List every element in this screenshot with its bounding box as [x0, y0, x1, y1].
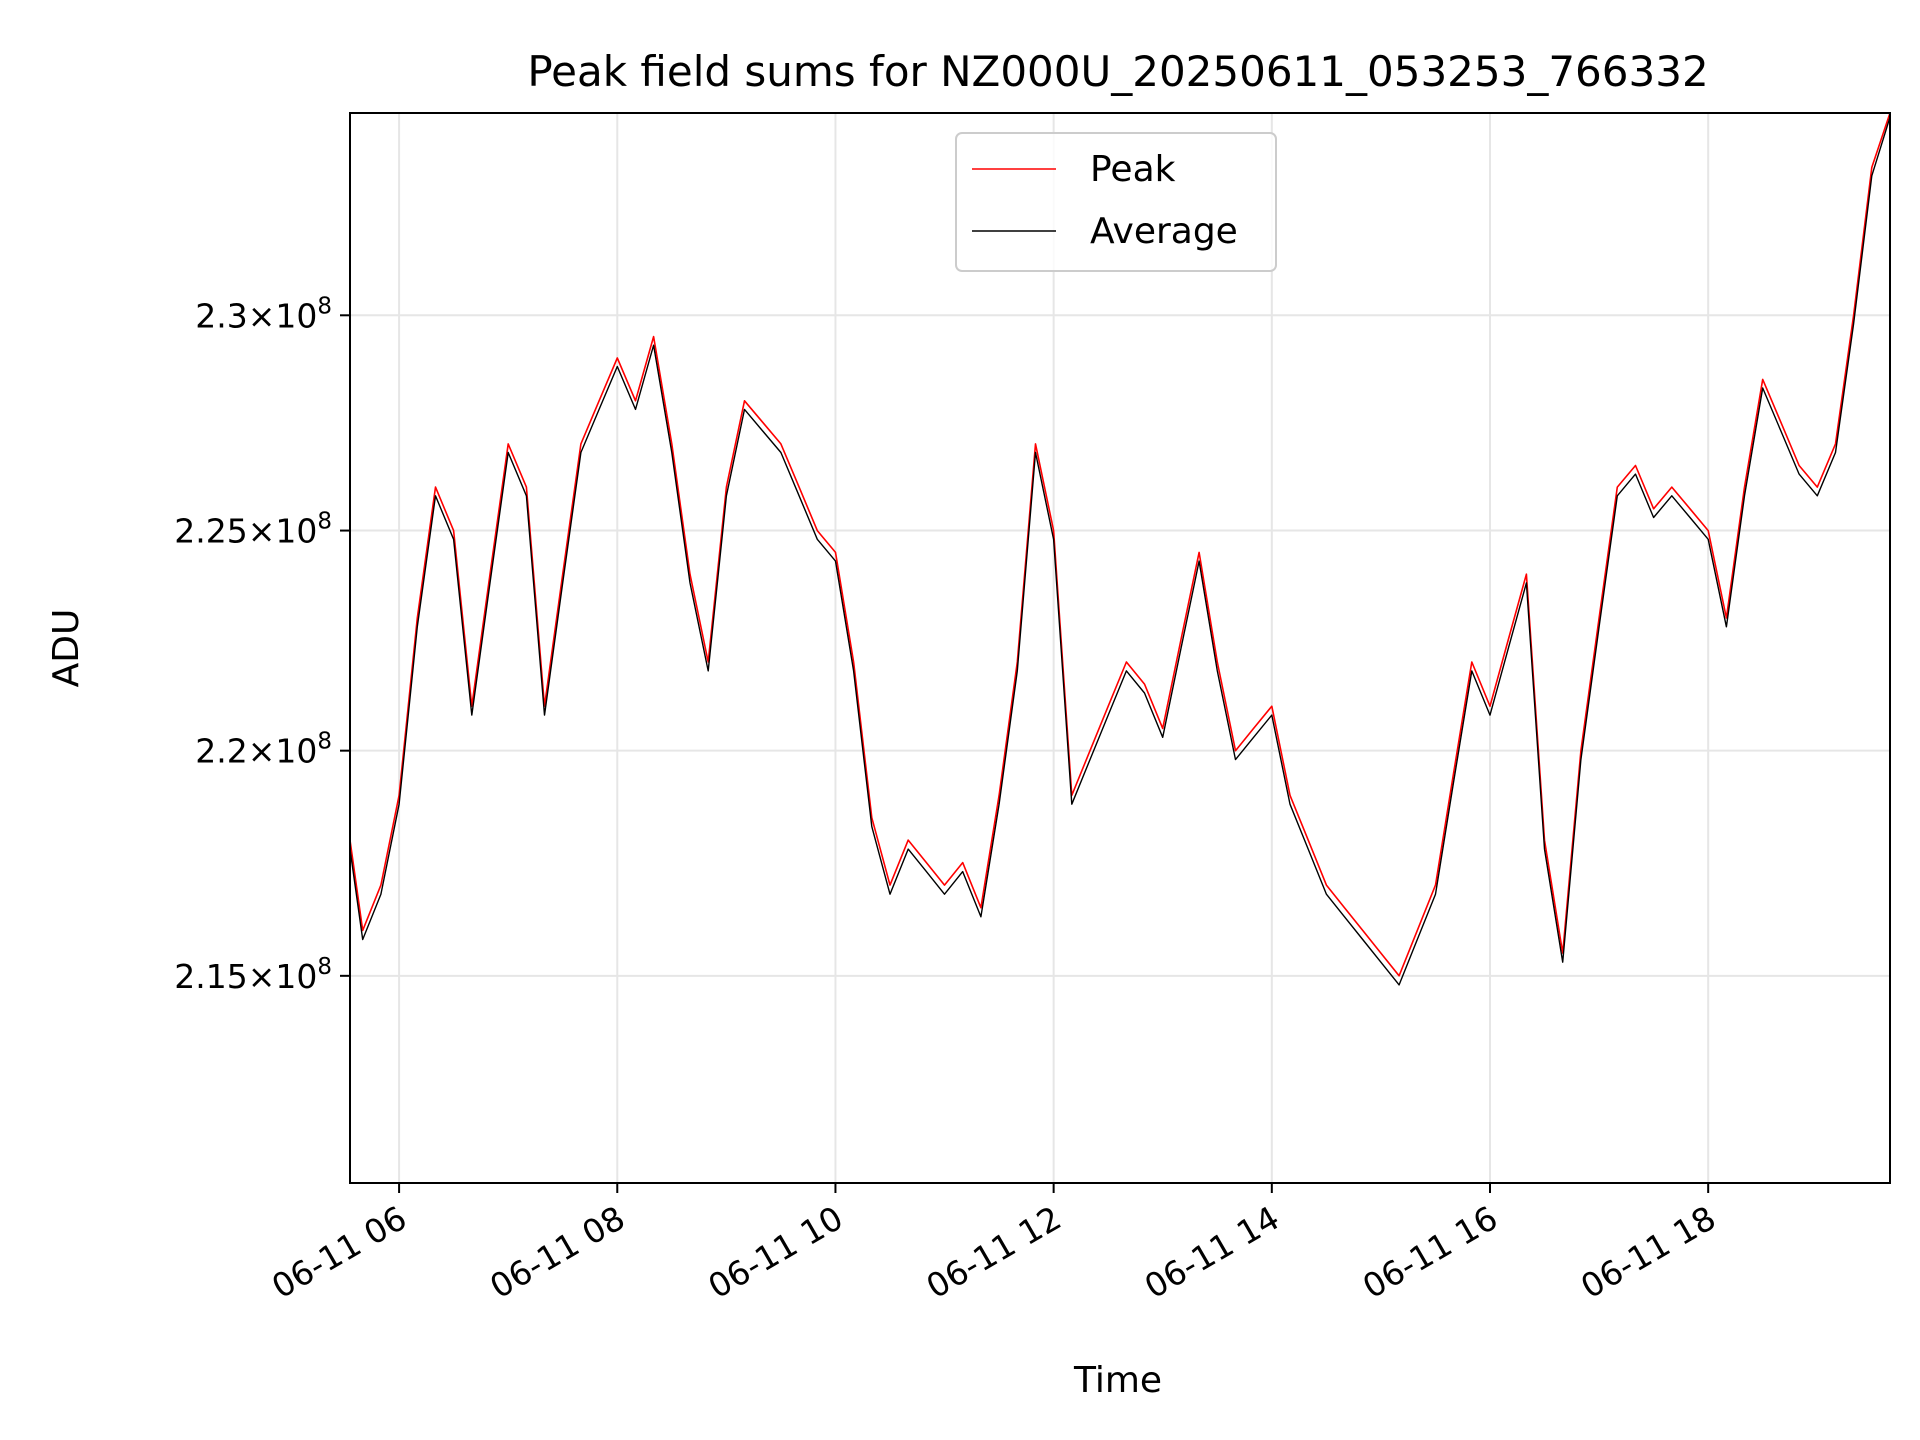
legend-box — [955, 132, 1277, 272]
series-line-peak — [350, 113, 1890, 977]
y-tick-mantissa: 2.2 — [195, 732, 247, 771]
legend-label-average: Average — [1090, 211, 1238, 252]
chart-title: Peak field sums for NZ000U_20250611_0532… — [527, 47, 1708, 96]
y-tick-base: 10 — [275, 957, 317, 996]
y-tick-times: × — [248, 296, 276, 335]
x-axis-label: Time — [1073, 1360, 1162, 1401]
plot-frame — [349, 112, 1891, 1184]
y-tick-times: × — [248, 732, 276, 771]
y-tick-label: 2.3×108 — [195, 293, 332, 335]
y-axis-label: ADU — [46, 609, 87, 688]
legend-label-peak: Peak — [1090, 149, 1176, 190]
y-tick-mantissa: 2.3 — [195, 296, 247, 335]
y-tick-exponent: 8 — [317, 293, 332, 319]
y-tick-base: 10 — [275, 732, 317, 771]
y-tick-mantissa: 2.25 — [174, 512, 247, 551]
y-tick-times: × — [248, 957, 276, 996]
y-tick-label: 2.25×108 — [174, 509, 332, 551]
legend: Peak Average — [955, 132, 1277, 272]
y-tick-exponent: 8 — [317, 954, 332, 980]
y-tick-label: 2.2×108 — [195, 729, 332, 771]
gridlines — [350, 113, 1890, 1183]
y-tick-exponent: 8 — [317, 729, 332, 755]
plot-area — [350, 113, 1890, 986]
y-tick-base: 10 — [275, 296, 317, 335]
y-tick-times: × — [248, 512, 276, 551]
y-tick-mantissa: 2.15 — [174, 957, 247, 996]
y-tick-label: 2.15×108 — [174, 954, 332, 996]
y-tick-exponent: 8 — [317, 509, 332, 535]
y-tick-base: 10 — [275, 512, 317, 551]
series-line-average — [350, 116, 1890, 986]
